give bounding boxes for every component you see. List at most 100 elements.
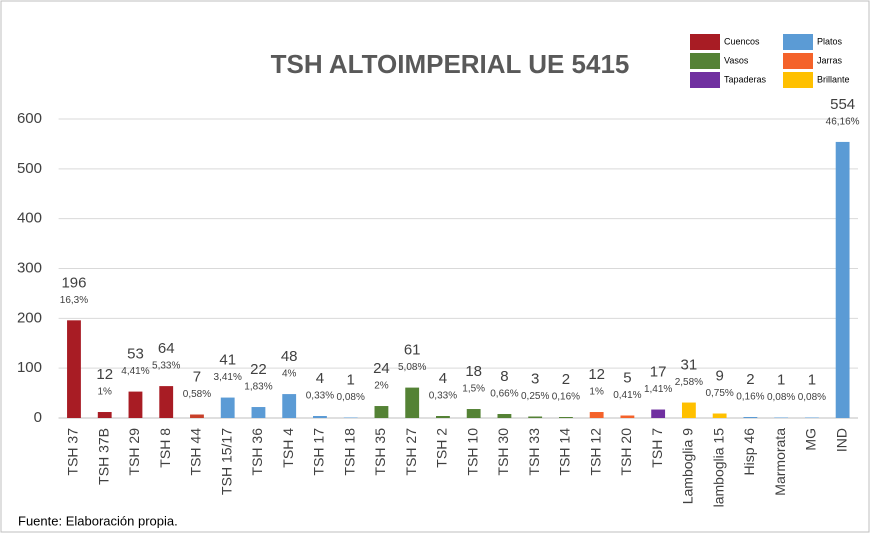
y-tick-label: 0	[34, 409, 42, 426]
percent-label: 0,33%	[429, 391, 457, 402]
percent-label: 1,5%	[462, 384, 485, 395]
bar	[129, 392, 143, 418]
value-label: 7	[193, 368, 201, 385]
percent-label: 4%	[282, 369, 297, 380]
bar	[436, 416, 450, 418]
legend-swatch	[690, 72, 720, 88]
x-tick-label: MG	[803, 428, 819, 451]
bar	[159, 386, 173, 418]
percent-label: 0,16%	[552, 392, 580, 403]
legend-label: Vasos	[724, 55, 749, 65]
value-label: 5	[623, 369, 631, 386]
value-label: 1	[347, 371, 355, 388]
x-tick-label: TSH 37B	[95, 428, 111, 485]
x-tick-label: TSH 30	[495, 428, 511, 476]
x-tick-label: TSH 29	[126, 428, 142, 476]
percent-label: 5,08%	[398, 362, 426, 373]
legend-label: Brillante	[817, 74, 850, 84]
percent-label: 1%	[589, 387, 604, 398]
x-tick-label: IND	[833, 428, 849, 452]
value-label: 3	[531, 370, 539, 387]
value-label: 22	[250, 361, 267, 378]
value-label: 1	[808, 371, 816, 388]
value-label: 196	[61, 274, 86, 291]
value-label: 12	[96, 366, 113, 383]
legend-label: Platos	[817, 36, 843, 46]
percent-label: 0,33%	[306, 391, 334, 402]
percent-label: 16,3%	[60, 295, 88, 306]
bar	[282, 394, 296, 418]
x-tick-label: lamboglia 15	[710, 428, 726, 508]
value-label: 554	[830, 96, 855, 113]
value-label: 9	[715, 367, 723, 384]
bar	[190, 415, 204, 418]
x-tick-label: TSH 15/17	[218, 428, 234, 495]
percent-label: 0,25%	[521, 391, 549, 402]
percent-label: 0,08%	[798, 392, 826, 403]
percent-label: 0,58%	[183, 389, 211, 400]
value-label: 8	[500, 368, 508, 385]
x-tick-label: TSH 4	[280, 428, 296, 468]
value-label: 1	[777, 371, 785, 388]
value-label: 17	[650, 363, 667, 380]
x-tick-label: TSH 27	[403, 428, 419, 476]
chart: TSH ALTOIMPERIAL UE 5415 Fuente: Elabora…	[0, 0, 872, 535]
y-tick-label: 400	[17, 210, 42, 227]
value-label: 2	[746, 371, 754, 388]
legend-swatch	[690, 53, 720, 69]
bar	[713, 414, 727, 418]
percent-label: 0,75%	[705, 388, 733, 399]
y-tick-label: 500	[17, 160, 42, 177]
bar	[651, 410, 665, 418]
x-tick-label: TSH 33	[526, 428, 542, 476]
x-tick-label: TSH 44	[188, 428, 204, 476]
source-note: Fuente: Elaboración propia.	[18, 513, 178, 528]
value-label: 41	[219, 352, 236, 369]
value-label: 24	[373, 360, 390, 377]
y-tick-label: 300	[17, 259, 42, 276]
value-label: 18	[465, 363, 482, 380]
percent-label: 5,33%	[152, 361, 180, 372]
x-tick-label: TSH 8	[157, 428, 173, 468]
value-label: 48	[281, 348, 298, 365]
legend-swatch	[783, 53, 813, 69]
legend-label: Jarras	[817, 55, 843, 65]
legend-label: Tapaderas	[724, 74, 767, 84]
bar	[743, 417, 757, 418]
bar	[405, 388, 419, 418]
x-tick-label: TSH 10	[464, 428, 480, 476]
percent-label: 1,41%	[644, 384, 672, 395]
percent-label: 46,16%	[826, 117, 860, 128]
x-tick-label: TSH 17	[311, 428, 327, 476]
bar	[836, 142, 850, 418]
value-label: 2	[562, 371, 570, 388]
value-label: 64	[158, 340, 175, 357]
percent-label: 2%	[374, 381, 389, 392]
x-tick-label: TSH 20	[618, 428, 634, 476]
x-tick-label: TSH 12	[587, 428, 603, 476]
bar	[620, 416, 634, 418]
bar	[67, 320, 81, 418]
value-label: 4	[316, 370, 324, 387]
percent-label: 4,41%	[121, 366, 149, 377]
percent-label: 0,66%	[490, 389, 518, 400]
percent-label: 0,08%	[767, 392, 795, 403]
y-tick-label: 200	[17, 309, 42, 326]
value-label: 4	[439, 370, 447, 387]
bar	[528, 417, 542, 418]
x-tick-label: TSH 7	[649, 428, 665, 468]
bar	[467, 409, 481, 418]
value-label: 12	[588, 366, 605, 383]
bar	[252, 407, 266, 418]
chart-title: TSH ALTOIMPERIAL UE 5415	[271, 49, 630, 79]
x-tick-label: TSH 2	[434, 428, 450, 468]
bar	[498, 414, 512, 418]
x-tick-label: TSH 36	[249, 428, 265, 476]
percent-label: 0,08%	[337, 392, 365, 403]
percent-label: 1%	[97, 387, 112, 398]
percent-label: 1,83%	[244, 382, 272, 393]
y-tick-label: 100	[17, 359, 42, 376]
percent-label: 0,41%	[613, 390, 641, 401]
legend-swatch	[783, 34, 813, 50]
value-label: 31	[681, 357, 698, 374]
